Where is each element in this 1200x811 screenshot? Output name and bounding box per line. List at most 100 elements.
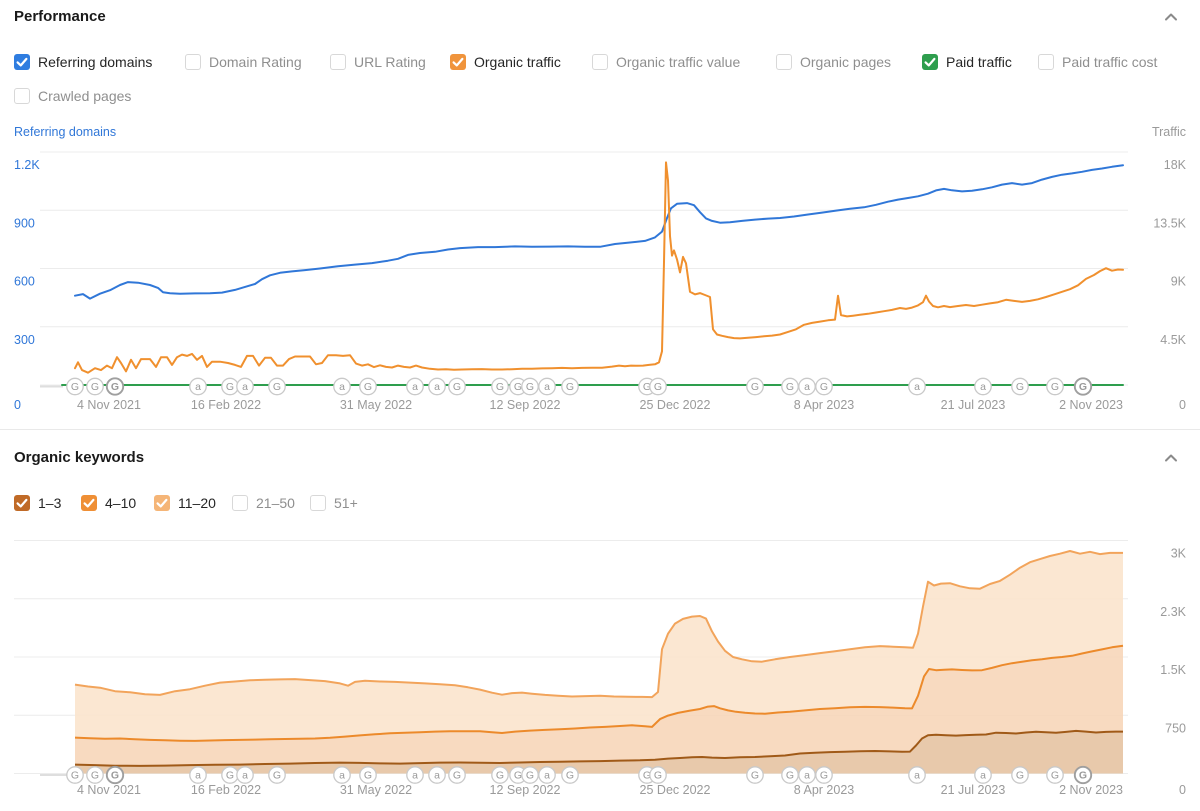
update-marker-google[interactable]: G [359,377,377,396]
checkbox-51[interactable]: 51+ [310,494,358,512]
collapse-keywords-chevron-up-icon[interactable] [1162,449,1180,467]
update-marker-letter: G [1016,381,1024,393]
update-marker-ahrefs[interactable]: a [236,766,254,784]
update-marker-circle [406,766,424,784]
checkbox-checked-icon[interactable] [154,495,170,511]
update-marker-google[interactable]: G [1046,377,1064,396]
update-marker-google[interactable]: G [1011,377,1029,396]
update-marker-letter: G [1016,770,1024,782]
performance-chart[interactable]: 1.2K 900 600 300 18K 13.5K 9K 4.5K 0 0 4 Nov 2021 1… [0,145,1200,415]
update-marker-google[interactable]: G [1073,377,1093,396]
update-marker-ahrefs[interactable]: a [406,766,424,784]
update-marker-ahrefs[interactable]: a [908,377,926,396]
update-marker-google[interactable]: G [86,377,104,396]
update-marker-ahrefs[interactable]: a [974,377,992,396]
update-marker-google[interactable]: G [491,377,509,396]
checkbox-organic-pages[interactable]: Organic pages [776,53,891,71]
update-marker-ahrefs[interactable]: a [908,766,926,784]
update-marker-ahrefs[interactable]: a [236,377,254,396]
update-marker-google[interactable]: G [359,766,377,784]
update-marker-circle [428,766,446,784]
checkbox-organic-traffic-value[interactable]: Organic traffic value [592,53,740,71]
checkbox-unchecked-icon[interactable] [776,54,792,70]
update-marker-google[interactable]: G [521,766,539,784]
checkbox-checked-icon[interactable] [450,54,466,70]
checkbox-crawled-pages[interactable]: Crawled pages [14,87,131,105]
checkbox-label: 4–10 [105,495,137,511]
update-marker-ahrefs[interactable]: a [428,377,446,396]
update-marker-letter: G [514,770,522,782]
update-marker-letter: a [339,770,345,782]
update-marker-google[interactable]: G [521,377,539,396]
update-marker-letter: G [643,381,651,393]
checkbox-paid-traffic-cost[interactable]: Paid traffic cost [1038,53,1157,71]
checkbox-unchecked-icon[interactable] [310,495,326,511]
update-marker-ahrefs[interactable]: a [538,766,556,784]
update-marker-google[interactable]: G [649,377,667,396]
update-marker-ahrefs[interactable]: a [538,377,556,396]
update-marker-google[interactable]: G [1073,765,1093,785]
update-marker-google[interactable]: G [221,377,239,396]
update-marker-ahrefs[interactable]: a [428,766,446,784]
update-marker-google[interactable]: G [746,377,764,396]
checkbox-4-10[interactable]: 4–10 [81,494,136,512]
checkbox-url-rating[interactable]: URL Rating [330,53,426,71]
update-marker-ahrefs[interactable]: a [189,377,207,396]
update-marker-ahrefs[interactable]: a [406,377,424,396]
update-marker-google[interactable]: G [268,377,286,396]
update-marker-google[interactable]: G [561,766,579,784]
update-marker-google[interactable]: G [561,377,579,396]
update-marker-google[interactable]: G [815,377,833,396]
checkbox-1-3[interactable]: 1–3 [14,494,61,512]
update-marker-letter: a [914,770,920,782]
y-right-tick-label: 750 [1165,721,1186,735]
series-referring-domains [74,164,1124,300]
update-marker-google[interactable]: G [66,766,84,784]
checkbox-checked-icon[interactable] [14,495,30,511]
checkbox-checked-icon[interactable] [14,54,30,70]
update-marker-google[interactable]: G [746,766,764,784]
update-marker-ahrefs[interactable]: a [798,766,816,784]
update-marker-google[interactable]: G [491,766,509,784]
update-marker-google[interactable]: G [649,766,667,784]
checkbox-11-20[interactable]: 11–20 [154,494,216,512]
checkbox-unchecked-icon[interactable] [232,495,248,511]
checkbox-checked-icon[interactable] [81,495,97,511]
update-marker-circle [428,377,446,396]
update-marker-ahrefs[interactable]: a [974,766,992,784]
update-marker-google[interactable]: G [221,766,239,784]
update-marker-ahrefs[interactable]: a [333,377,351,396]
update-marker-google[interactable]: G [105,765,125,785]
update-marker-ahrefs[interactable]: a [333,766,351,784]
y-right-tick-label: 18K [1164,158,1187,172]
update-marker-circle [974,766,992,784]
update-marker-ahrefs[interactable]: a [189,766,207,784]
update-marker-circle [1073,377,1093,396]
checkbox-unchecked-icon[interactable] [185,54,201,70]
organic-keywords-chart[interactable]: 3K 2.3K 1.5K 750 0 4 Nov 2021 16 Feb 2022 31 Ma… [0,530,1200,811]
x-tick-label: 31 May 2022 [340,398,412,412]
update-marker-google[interactable]: G [781,377,799,396]
update-marker-google[interactable]: G [268,766,286,784]
update-marker-google[interactable]: G [448,377,466,396]
checkbox-paid-traffic[interactable]: Paid traffic [922,53,1012,71]
update-marker-google[interactable]: G [815,766,833,784]
checkbox-21-50[interactable]: 21–50 [232,494,295,512]
update-marker-google[interactable]: G [1011,766,1029,784]
checkbox-unchecked-icon[interactable] [330,54,346,70]
checkbox-unchecked-icon[interactable] [1038,54,1054,70]
update-marker-google[interactable]: G [1046,766,1064,784]
checkbox-referring-domains[interactable]: Referring domains [14,53,152,71]
update-marker-google[interactable]: G [86,766,104,784]
update-marker-google[interactable]: G [448,766,466,784]
collapse-performance-chevron-up-icon[interactable] [1162,8,1180,26]
update-marker-google[interactable]: G [781,766,799,784]
checkbox-unchecked-icon[interactable] [14,88,30,104]
update-marker-ahrefs[interactable]: a [798,377,816,396]
update-marker-google[interactable]: G [105,377,125,396]
checkbox-unchecked-icon[interactable] [592,54,608,70]
update-marker-google[interactable]: G [66,377,84,396]
checkbox-domain-rating[interactable]: Domain Rating [185,53,302,71]
checkbox-checked-icon[interactable] [922,54,938,70]
checkbox-organic-traffic[interactable]: Organic traffic [450,53,561,71]
